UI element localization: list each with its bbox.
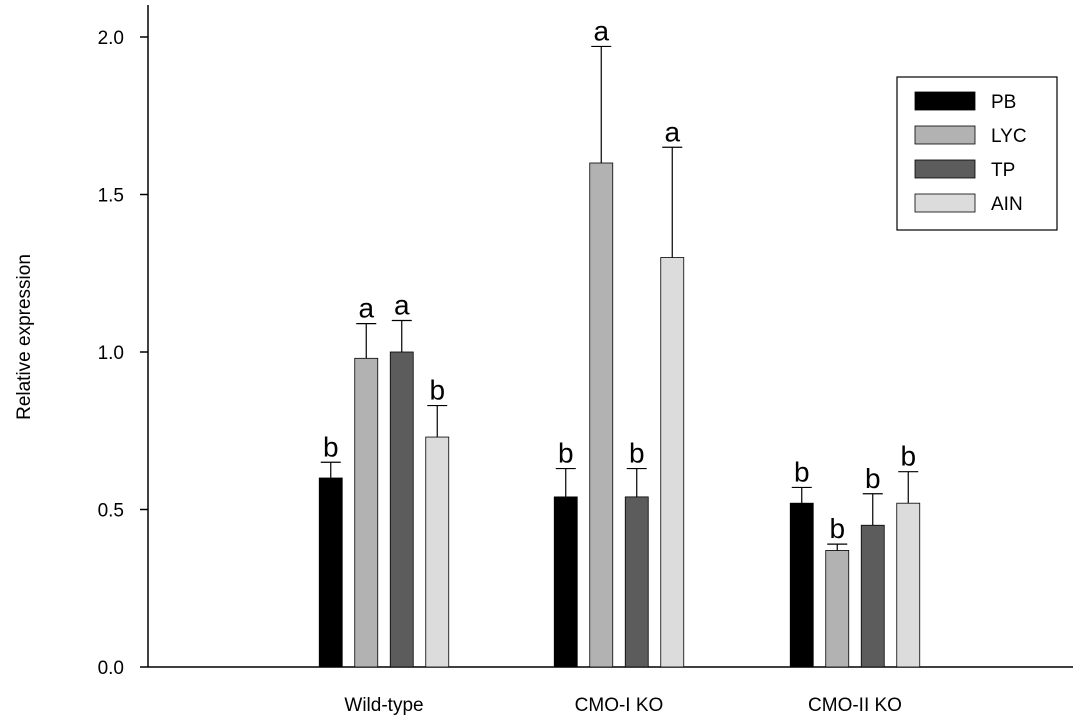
y-ticks: 0.0 0.5 1.0 1.5 2.0 xyxy=(98,28,148,679)
significance-label: b xyxy=(794,456,810,487)
bar-ain xyxy=(660,257,685,668)
bar-pb xyxy=(789,502,814,668)
bar-lyc xyxy=(589,162,614,668)
y-tick-label: 1.0 xyxy=(98,343,124,364)
bar-pb xyxy=(553,496,578,668)
bar-lyc xyxy=(354,357,379,668)
significance-label: b xyxy=(558,438,574,469)
legend-label: LYC xyxy=(991,126,1027,147)
legend-label: TP xyxy=(991,160,1015,181)
y-axis-title: Relative expression xyxy=(14,254,35,420)
x-tick-labels: Wild-type CMO-I KO CMO-II KO xyxy=(344,695,902,716)
bar-ain xyxy=(425,436,450,668)
bar-lyc xyxy=(825,550,850,668)
y-tick-label: 1.5 xyxy=(98,186,124,207)
significance-label: a xyxy=(593,15,609,46)
significance-label: a xyxy=(664,116,680,147)
x-tick-label: Wild-type xyxy=(344,695,423,716)
significance-label: b xyxy=(323,431,339,462)
legend-swatch-lyc xyxy=(914,125,976,145)
x-tick-label: CMO-I KO xyxy=(575,695,664,716)
bar-tp xyxy=(389,351,414,668)
significance-label: a xyxy=(358,293,374,324)
bar-pb xyxy=(318,477,343,668)
significance-label: a xyxy=(394,290,410,321)
legend-swatch-ain xyxy=(914,193,976,213)
bar-ain xyxy=(896,502,921,668)
x-tick-label: CMO-II KO xyxy=(808,695,902,716)
axes: 0.0 0.5 1.0 1.5 2.0 Wild-type CMO-I KO CMO-II … xyxy=(14,5,1073,716)
significance-label: b xyxy=(829,513,845,544)
legend-swatch-pb xyxy=(914,91,976,111)
legend-label: AIN xyxy=(991,194,1023,215)
significance-label: b xyxy=(429,375,445,406)
significance-label: b xyxy=(629,438,645,469)
legend: PB LYC TP AIN xyxy=(896,76,1058,231)
legend-label: PB xyxy=(991,92,1016,113)
y-tick-label: 2.0 xyxy=(98,28,124,49)
bar-tp xyxy=(860,524,885,668)
y-tick-label: 0.5 xyxy=(98,501,124,522)
legend-items: PB LYC TP AIN xyxy=(914,91,1027,215)
significance-label: b xyxy=(865,463,881,494)
legend-swatch-tp xyxy=(914,159,976,179)
significance-label: b xyxy=(900,441,916,472)
bar-tp xyxy=(624,496,649,668)
y-tick-label: 0.0 xyxy=(98,658,124,679)
